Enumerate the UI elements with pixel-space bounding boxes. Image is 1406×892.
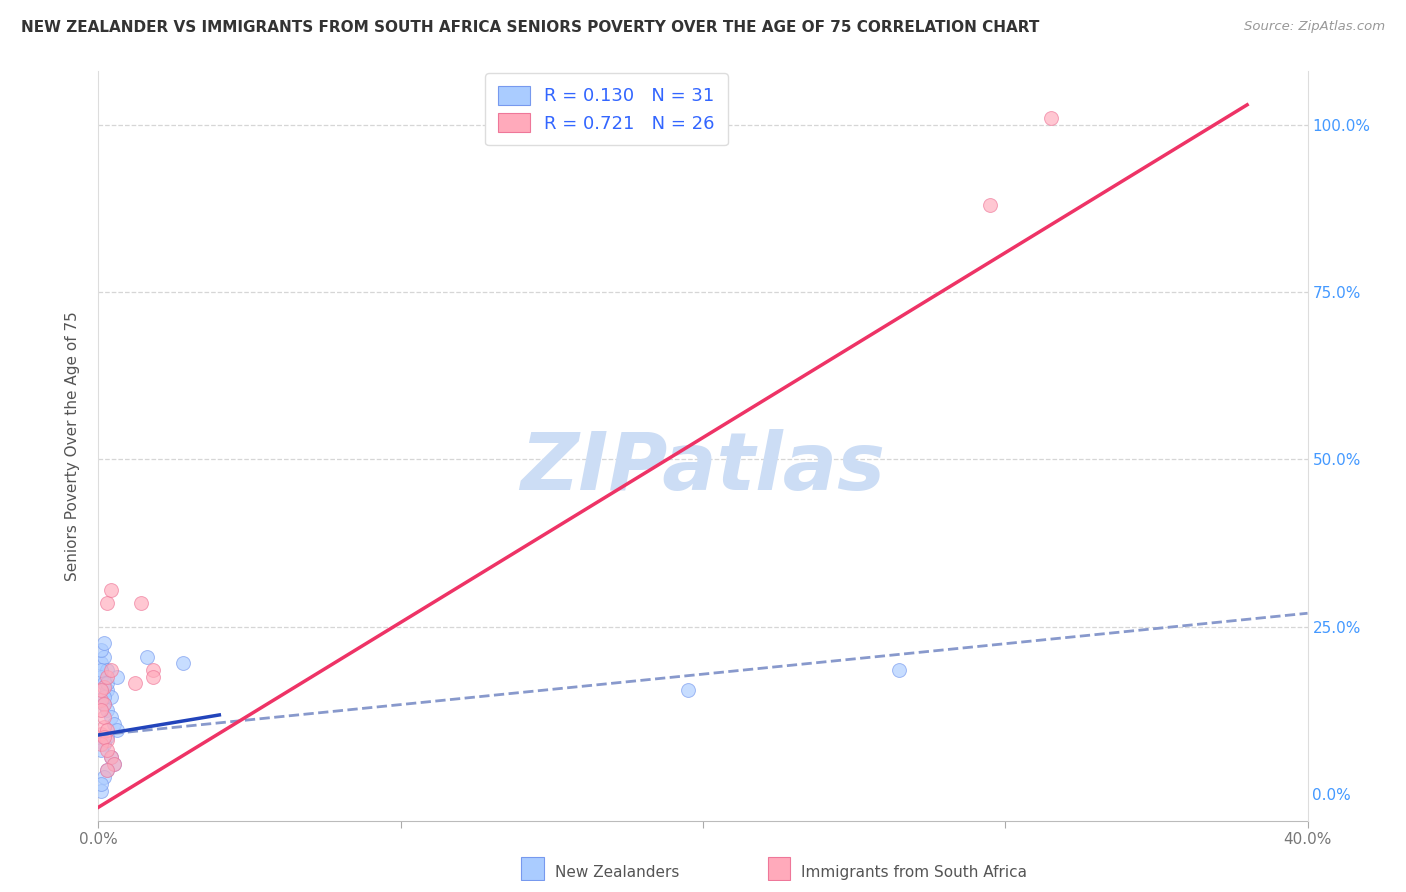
Text: Source: ZipAtlas.com: Source: ZipAtlas.com xyxy=(1244,20,1385,33)
Point xyxy=(90,693,112,707)
Point xyxy=(93,636,115,650)
Point xyxy=(103,756,125,771)
Point xyxy=(1039,112,1062,126)
Point xyxy=(93,680,115,694)
Text: ZIPatlas: ZIPatlas xyxy=(520,429,886,508)
Point xyxy=(90,703,112,717)
Point xyxy=(93,737,115,751)
Point xyxy=(96,764,118,778)
Point xyxy=(90,737,112,751)
Point xyxy=(889,663,911,677)
Point xyxy=(103,716,125,731)
Point xyxy=(124,676,146,690)
Point xyxy=(96,596,118,610)
Point xyxy=(90,726,112,740)
Point xyxy=(90,670,112,684)
Point xyxy=(676,683,699,698)
Text: NEW ZEALANDER VS IMMIGRANTS FROM SOUTH AFRICA SENIORS POVERTY OVER THE AGE OF 75: NEW ZEALANDER VS IMMIGRANTS FROM SOUTH A… xyxy=(21,20,1039,35)
Point xyxy=(90,643,112,657)
Point xyxy=(96,733,118,747)
Legend: R = 0.130   N = 31, R = 0.721   N = 26: R = 0.130 N = 31, R = 0.721 N = 26 xyxy=(485,73,728,145)
Point xyxy=(96,676,118,690)
Point xyxy=(90,783,112,797)
Point xyxy=(93,697,115,711)
Point xyxy=(129,596,152,610)
Point xyxy=(93,676,115,690)
Point xyxy=(93,710,115,724)
Point xyxy=(93,697,115,711)
Point xyxy=(96,743,118,757)
Point xyxy=(90,657,112,671)
Point xyxy=(142,663,165,677)
Point xyxy=(96,730,118,744)
Point xyxy=(96,703,118,717)
Point xyxy=(100,750,122,764)
Point xyxy=(100,663,122,677)
Point xyxy=(96,683,118,698)
Point xyxy=(90,777,112,791)
Point xyxy=(103,756,125,771)
Point xyxy=(96,723,118,738)
Text: New Zealanders: New Zealanders xyxy=(555,865,679,880)
Text: Immigrants from South Africa: Immigrants from South Africa xyxy=(801,865,1028,880)
Point xyxy=(93,770,115,784)
Point xyxy=(96,670,118,684)
Y-axis label: Seniors Poverty Over the Age of 75: Seniors Poverty Over the Age of 75 xyxy=(65,311,80,581)
Point xyxy=(93,690,115,704)
Point xyxy=(100,710,122,724)
Point xyxy=(90,683,112,698)
Point xyxy=(90,743,112,757)
Point xyxy=(135,649,157,664)
Point xyxy=(90,663,112,677)
Point xyxy=(142,670,165,684)
Point xyxy=(93,730,115,744)
Point xyxy=(93,649,115,664)
Point xyxy=(105,670,128,684)
Point xyxy=(172,657,194,671)
Point xyxy=(96,663,118,677)
Point xyxy=(979,198,1001,212)
Point xyxy=(93,720,115,734)
Point xyxy=(100,582,122,597)
Point xyxy=(105,723,128,738)
Point xyxy=(96,764,118,778)
Point xyxy=(100,690,122,704)
Point xyxy=(100,750,122,764)
